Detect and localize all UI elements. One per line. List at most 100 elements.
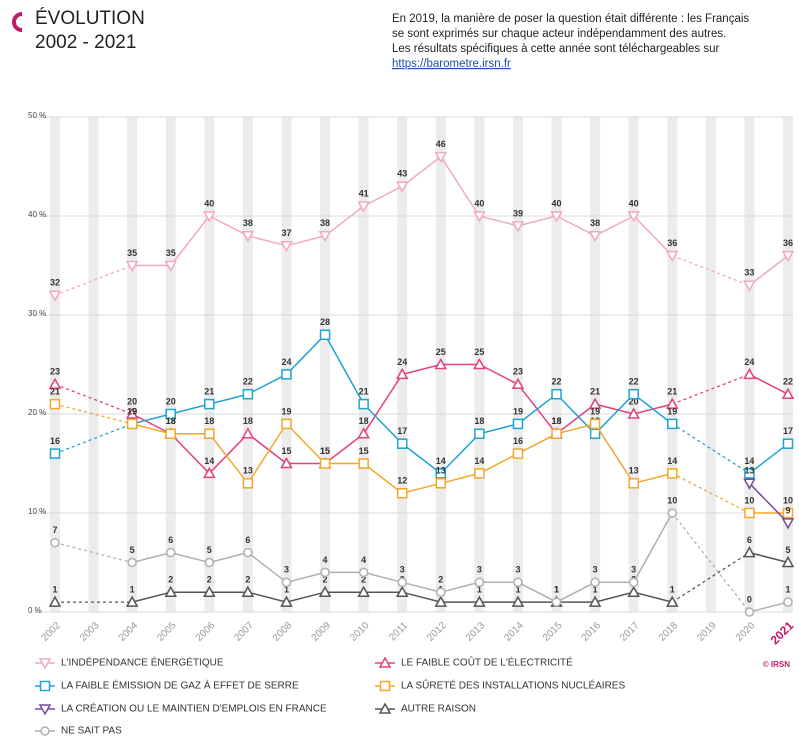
data-label: 1 [785, 584, 790, 594]
x-tick-label: 2004 [117, 620, 141, 644]
y-tick-label: 50 % [28, 111, 46, 120]
data-label: 14 [744, 456, 754, 466]
data-label: 19 [513, 406, 523, 416]
data-label: 4 [323, 555, 328, 565]
data-label: 14 [667, 456, 677, 466]
point [551, 597, 562, 607]
point [665, 250, 679, 263]
point [319, 458, 331, 469]
data-label: 1 [554, 584, 559, 594]
data-label: 5 [207, 545, 212, 555]
data-label: 4 [361, 555, 366, 565]
legend-marker [378, 702, 392, 714]
point [781, 387, 795, 399]
column-stripe [204, 117, 215, 612]
point [473, 595, 486, 607]
point [744, 607, 755, 617]
x-tick-label: 2018 [657, 620, 681, 644]
data-label: 38 [590, 218, 600, 228]
data-label: 10 [667, 495, 677, 505]
point [783, 597, 793, 607]
point [474, 428, 485, 440]
data-label: 13 [629, 466, 639, 476]
point [395, 585, 409, 597]
data-label: 18 [166, 416, 176, 426]
point [204, 428, 215, 440]
data-label: 38 [320, 218, 330, 228]
point [781, 555, 795, 568]
point [511, 377, 525, 390]
x-tick-label: 2021 [768, 618, 797, 647]
point [281, 418, 292, 430]
point [781, 250, 795, 263]
data-label: 14 [204, 456, 214, 466]
point [357, 201, 370, 213]
data-label: 22 [629, 377, 639, 387]
data-label: 13 [744, 466, 754, 476]
point [203, 585, 216, 597]
column-stripe [590, 117, 601, 612]
data-label: 18 [243, 416, 253, 426]
x-tick-label: 2007 [232, 620, 256, 644]
point [164, 260, 178, 273]
data-label: 24 [744, 357, 754, 367]
data-label: 15 [359, 446, 369, 456]
column-stripe [88, 117, 99, 612]
column-stripe [397, 117, 408, 612]
gap-connector [672, 254, 750, 286]
gap-connector [54, 403, 133, 425]
point [743, 546, 756, 558]
data-label: 1 [515, 584, 520, 594]
point [628, 388, 639, 400]
point [318, 231, 332, 243]
legend-marker [38, 704, 52, 716]
point [743, 478, 756, 490]
point [396, 438, 408, 449]
point [782, 507, 794, 519]
x-tick-label: 2016 [580, 620, 604, 644]
point [512, 418, 524, 430]
data-label: 33 [744, 268, 754, 278]
point [627, 211, 640, 223]
data-label: 20 [166, 396, 176, 406]
y-tick-label: 40 % [28, 210, 46, 219]
point [474, 577, 485, 588]
link[interactable]: https://barometre.irsn.fr [392, 58, 511, 70]
data-label: 19 [667, 406, 677, 416]
point [473, 211, 486, 223]
note-line: En 2019, la manière de poser la question… [392, 13, 749, 25]
data-label: 19 [281, 406, 291, 416]
y-tick-label: 10 % [28, 507, 46, 516]
point [241, 231, 255, 243]
x-tick-label: 2019 [695, 620, 719, 644]
point [281, 577, 292, 588]
data-label: 1 [284, 584, 289, 594]
point [665, 595, 679, 607]
point [628, 577, 639, 588]
data-label: 10 [744, 495, 754, 505]
gap-connector [54, 264, 133, 296]
series-line [749, 551, 789, 564]
x-tick-label: 2015 [541, 620, 565, 644]
data-label: 16 [513, 436, 523, 446]
x-tick-label: 2014 [502, 620, 526, 644]
data-label: 1 [554, 584, 559, 594]
point [589, 428, 601, 440]
data-label: 18 [552, 416, 562, 426]
gap-connector [672, 373, 750, 405]
point [743, 280, 756, 292]
point [396, 487, 408, 499]
data-label: 1 [477, 584, 482, 594]
point [511, 221, 525, 233]
point [204, 398, 215, 410]
point [436, 587, 446, 597]
point [781, 518, 795, 530]
series-line [748, 443, 789, 474]
data-label: 22 [783, 377, 793, 387]
point [280, 240, 293, 253]
column-stripe [358, 117, 369, 612]
x-tick-label: 2017 [618, 620, 642, 644]
data-label: 13 [436, 466, 446, 476]
data-label: 23 [513, 367, 523, 377]
x-tick-label: 2005 [155, 620, 179, 644]
